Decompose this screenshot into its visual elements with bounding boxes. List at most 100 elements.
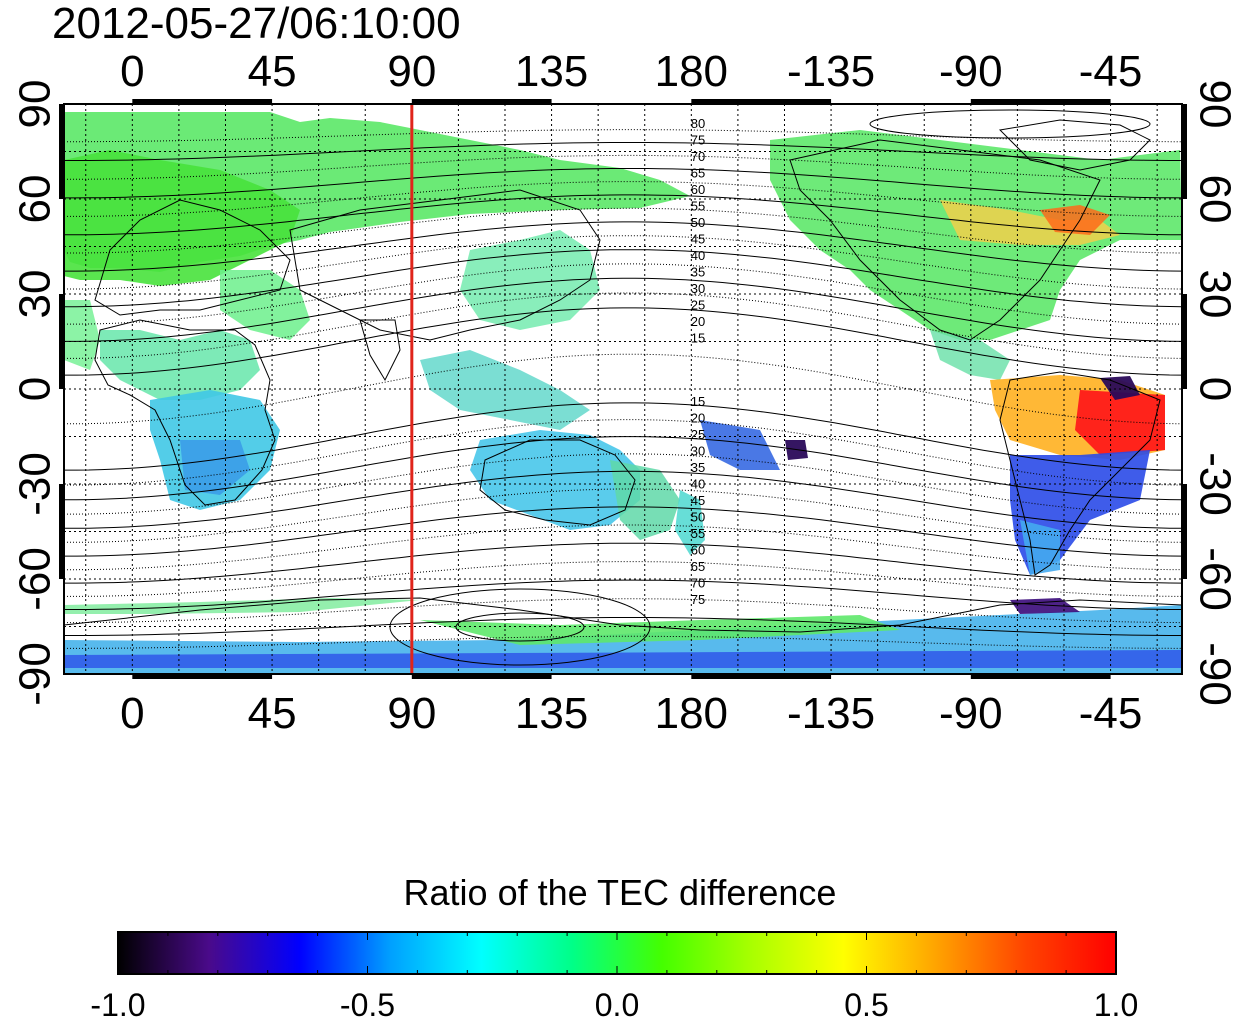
tec-region-australia [470,430,640,530]
top-lon-tick-label: 45 [248,47,297,96]
top-lon-tick-label: -90 [939,47,1003,96]
bottom-lon-tick-label: 90 [387,689,436,738]
top-lon-tick-label: 135 [515,47,588,96]
top-lon-tick-label: 180 [655,47,728,96]
coastline-asia [289,189,601,341]
magnetic-contour-line [64,524,1182,571]
top-border-bar [411,99,552,104]
magnetic-contour-line [64,579,1182,610]
coastline-europe [94,199,291,316]
right-lat-tick-label: 0 [1190,377,1239,401]
magnetic-contour-line [64,235,1182,290]
contour-label: 45 [691,232,705,247]
tec-region-east-asia [460,230,600,330]
contour-label: 45 [691,493,705,508]
bottom-lon-tick-label: -135 [787,689,875,738]
magnetic-contour-line [64,277,1182,342]
contour-label: 30 [691,281,705,296]
magnetic-contour-line [64,181,1182,217]
left-lat-tick-label: -90 [11,642,60,706]
contour-label: 35 [691,265,705,280]
top-lon-tick-label: -135 [787,47,875,96]
left-lat-tick-label: 90 [11,80,60,129]
right-border-bar [1182,104,1187,199]
map-border-bars [59,99,1187,679]
left-lat-tick-label: -60 [11,547,60,611]
contour-label: 20 [691,314,705,329]
contour-label: 75 [691,133,705,148]
timestamp-title: 2012-05-27/06:10:00 [52,0,461,48]
bottom-lon-tick-label: -90 [939,689,1003,738]
magnetic-contour-line [64,221,1182,272]
magnetic-contour-line [64,129,1182,143]
right-lat-tick-label: -30 [1190,452,1239,516]
contour-label: 70 [691,576,705,591]
left-border-bar [59,104,64,199]
right-border-bar [1182,294,1187,389]
magnetic-contour-line [64,402,1182,471]
colorbar-tick-labels: -1.0 -0.5 0.0 0.5 1.0 [90,987,1138,1023]
right-lat-tick-label: 90 [1190,80,1239,129]
contour-label: 50 [691,510,705,525]
magnetic-contour-line [64,249,1182,308]
magnetic-contour-line [64,635,1182,649]
magnetic-contour-line [64,506,1182,557]
bottom-lon-tick-label: -45 [1079,689,1143,738]
bottom-border-bar [132,674,273,679]
magnetic-contour-line [64,436,1182,501]
coastline-south-america [999,371,1161,576]
magnetic-contour-line [64,142,1182,161]
contour-label: 25 [691,427,705,442]
coastline-africa [94,319,276,506]
magnetic-contour-line [64,168,1182,199]
tec-region-canada-red [1040,205,1110,235]
left-border-bar [59,484,64,579]
tec-region-antarctica-deep [64,650,1182,668]
bottom-lon-tick-label: 135 [515,689,588,738]
magnetic-contour-line [64,154,1182,180]
colorbar-ticks [117,932,1117,974]
top-lon-tick-label: 0 [120,47,144,96]
bottom-lon-tick-label: 45 [248,689,297,738]
coastline-greenland [998,119,1151,171]
contour-label: 55 [691,526,705,541]
contour-label: 30 [691,444,705,459]
contour-label: 40 [691,248,705,263]
contour-label: 25 [691,298,705,313]
coastline-australia [479,439,636,526]
coastline-antarctica [64,597,1182,633]
tec-region-canada-east [940,200,1120,245]
left-border-bar [59,294,64,389]
right-lat-ticks: 90 60 30 0 -30 -60 -90 [1190,80,1239,706]
tec-region-europe [64,150,300,286]
colorbar-tick-label: 1.0 [1094,987,1138,1023]
tec-region-south-america-tip [1020,520,1060,575]
colorbar-title: Ratio of the TEC difference [403,872,837,913]
north-pole-oval [869,109,1151,139]
contour-label: 65 [691,559,705,574]
top-border-bar [970,99,1111,104]
left-lat-tick-label: -30 [11,452,60,516]
contour-label: 40 [691,477,705,492]
coastlines [64,119,1182,633]
left-lat-tick-label: 0 [11,377,60,401]
colorbar-tick-label: 0.5 [844,987,888,1023]
tec-region-south-america-red [1075,390,1165,455]
magnetic-contour-line [64,353,1182,425]
coastline-india [359,319,401,382]
coastline-north-america [789,139,1101,341]
magnetic-contour-line [64,617,1182,636]
colorbar-tick-label: 0.0 [595,987,639,1023]
right-lat-tick-label: 30 [1190,270,1239,319]
left-lat-tick-label: 60 [11,175,60,224]
bottom-lon-ticks: 0 45 90 135 180 -135 -90 -45 [120,689,1142,738]
bottom-border-bar [970,674,1111,679]
magnetic-contour-line [64,307,1182,376]
right-lat-tick-label: -60 [1190,547,1239,611]
contour-label: 15 [691,394,705,409]
bottom-border-bar [411,674,552,679]
right-border-bar [1182,484,1187,579]
bottom-border-bar [691,674,832,679]
tec-region-central-america [930,330,1010,380]
